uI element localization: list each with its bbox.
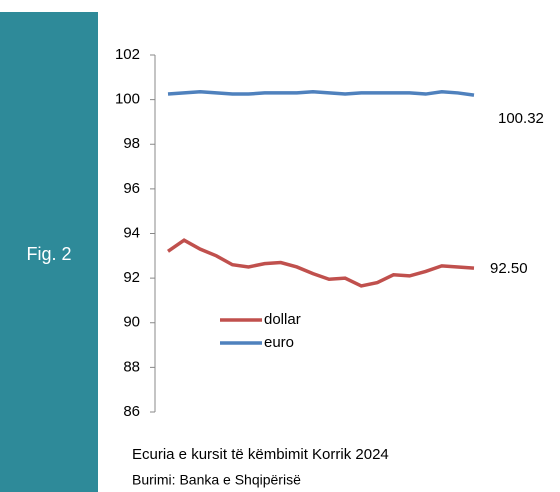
- series-line: [167, 238, 475, 288]
- legend-label: euro: [264, 334, 294, 351]
- y-tick-label: 90: [123, 314, 140, 331]
- y-tick-label: 92: [123, 269, 140, 286]
- y-tick-label: 94: [123, 224, 140, 241]
- y-tick-label: 96: [123, 180, 140, 197]
- legend-label: dollar: [264, 311, 301, 328]
- source: Burimi: Banka e Shqipërisë: [132, 472, 301, 488]
- y-tick-label: 88: [123, 358, 140, 375]
- end-label: 92.50: [490, 260, 528, 277]
- y-tick-label: 102: [115, 46, 140, 63]
- y-tick-label: 98: [123, 135, 140, 152]
- figure-label: Fig. 2: [26, 244, 71, 264]
- caption: Ecuria e kursit të këmbimit Korrik 2024: [132, 446, 389, 463]
- end-label: 100.32: [498, 110, 544, 127]
- side-band: [0, 12, 98, 492]
- y-tick-label: 86: [123, 403, 140, 420]
- series-line: [167, 90, 475, 97]
- y-tick-label: 100: [115, 91, 140, 108]
